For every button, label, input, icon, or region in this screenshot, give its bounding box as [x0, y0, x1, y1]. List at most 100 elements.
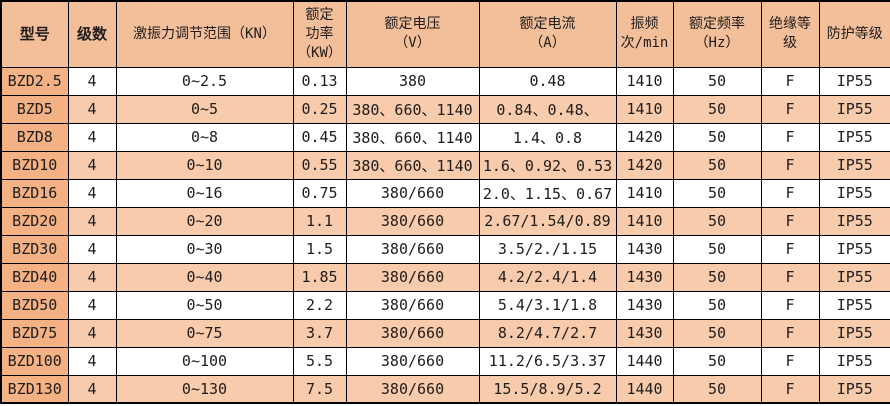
cell-rated-power: 5.5: [292, 346, 347, 376]
col-header-poles: 级数: [67, 0, 117, 68]
cell-rated-voltage: 380/660: [345, 178, 480, 208]
cell-protection-class: IP55: [818, 150, 890, 180]
cell-vibration-frequency: 1440: [615, 374, 674, 404]
cell-rated-power: 0.75: [292, 178, 347, 208]
table-row: BZD10 4 0~10 0.55 380、660、1140 1.6、0.92、0.53 1…: [0, 150, 890, 180]
cell-poles: 4: [67, 150, 117, 180]
cell-rated-voltage: 380/660: [345, 374, 480, 404]
cell-vibration-frequency: 1410: [615, 206, 674, 236]
table-row: BZD8 4 0~8 0.45 380、660、1140 1.4、0.8 1420 50 F IP…: [0, 122, 890, 152]
cell-rated-current: 3.5/2./1.15: [478, 234, 617, 264]
cell-rated-voltage: 380、660、1140: [345, 122, 480, 152]
cell-rated-power: 1.1: [292, 206, 347, 236]
cell-rated-frequency: 50: [672, 178, 762, 208]
cell-rated-power: 2.2: [292, 290, 347, 320]
table-row: BZD5 4 0~5 0.25 380、660、1140 0.84、0.48、 1410 50…: [0, 94, 890, 124]
cell-protection-class: IP55: [818, 178, 890, 208]
cell-poles: 4: [67, 122, 117, 152]
cell-model: BZD130: [0, 374, 69, 404]
table-row: BZD100 4 0~100 5.5 380/660 11.2/6.5/3.37 1440 5…: [0, 346, 890, 376]
cell-force-range: 0~5: [115, 94, 294, 124]
cell-force-range: 0~10: [115, 150, 294, 180]
cell-vibration-frequency: 1410: [615, 66, 674, 96]
table-row: BZD20 4 0~20 1.1 380/660 2.67/1.54/0.89 1410 50…: [0, 206, 890, 236]
cell-rated-current: 5.4/3.1/1.8: [478, 290, 617, 320]
cell-protection-class: IP55: [818, 262, 890, 292]
cell-poles: 4: [67, 262, 117, 292]
cell-poles: 4: [67, 318, 117, 348]
cell-rated-current: 1.4、0.8: [478, 122, 617, 152]
col-header-rated-voltage: 额定电压 （V）: [345, 0, 480, 68]
cell-force-range: 0~40: [115, 262, 294, 292]
cell-insulation-class: F: [760, 318, 820, 348]
col-header-rated-power: 额定 功率 （KW）: [292, 0, 347, 68]
cell-model: BZD100: [0, 346, 69, 376]
cell-rated-current: 2.67/1.54/0.89: [478, 206, 617, 236]
cell-rated-voltage: 380、660、1140: [345, 94, 480, 124]
cell-vibration-frequency: 1430: [615, 262, 674, 292]
col-header-model: 型号: [0, 0, 69, 68]
cell-protection-class: IP55: [818, 374, 890, 404]
cell-poles: 4: [67, 94, 117, 124]
cell-force-range: 0~100: [115, 346, 294, 376]
cell-vibration-frequency: 1410: [615, 178, 674, 208]
cell-rated-voltage: 380/660: [345, 346, 480, 376]
cell-force-range: 0~16: [115, 178, 294, 208]
cell-rated-frequency: 50: [672, 346, 762, 376]
cell-rated-current: 8.2/4.7/2.7: [478, 318, 617, 348]
cell-rated-voltage: 380: [345, 66, 480, 96]
cell-poles: 4: [67, 206, 117, 236]
table-row: BZD30 4 0~30 1.5 380/660 3.5/2./1.15 1430 50 F IP…: [0, 234, 890, 264]
cell-rated-frequency: 50: [672, 122, 762, 152]
cell-insulation-class: F: [760, 206, 820, 236]
cell-rated-frequency: 50: [672, 66, 762, 96]
cell-vibration-frequency: 1410: [615, 94, 674, 124]
cell-rated-current: 0.84、0.48、: [478, 94, 617, 124]
table-row: BZD130 4 0~130 7.5 380/660 15.5/8.9/5.2 1440 50…: [0, 374, 890, 404]
cell-rated-current: 4.2/2.4/1.4: [478, 262, 617, 292]
cell-protection-class: IP55: [818, 318, 890, 348]
cell-rated-frequency: 50: [672, 262, 762, 292]
col-header-rated-current: 额定电流 （A）: [478, 0, 617, 68]
cell-vibration-frequency: 1430: [615, 290, 674, 320]
cell-insulation-class: F: [760, 66, 820, 96]
cell-rated-current: 11.2/6.5/3.37: [478, 346, 617, 376]
cell-poles: 4: [67, 290, 117, 320]
cell-vibration-frequency: 1440: [615, 346, 674, 376]
cell-protection-class: IP55: [818, 206, 890, 236]
cell-rated-frequency: 50: [672, 206, 762, 236]
col-header-insulation-class: 绝缘等级: [760, 0, 820, 68]
cell-rated-voltage: 380/660: [345, 206, 480, 236]
cell-rated-frequency: 50: [672, 94, 762, 124]
cell-insulation-class: F: [760, 178, 820, 208]
cell-rated-voltage: 380/660: [345, 262, 480, 292]
cell-rated-voltage: 380/660: [345, 318, 480, 348]
cell-vibration-frequency: 1420: [615, 150, 674, 180]
cell-rated-power: 0.25: [292, 94, 347, 124]
cell-rated-current: 2.0、1.15、0.67: [478, 178, 617, 208]
cell-rated-voltage: 380/660: [345, 290, 480, 320]
cell-model: BZD10: [0, 150, 69, 180]
cell-insulation-class: F: [760, 346, 820, 376]
table-row: BZD40 4 0~40 1.85 380/660 4.2/2.4/1.4 1430 50 F I…: [0, 262, 890, 292]
cell-rated-frequency: 50: [672, 234, 762, 264]
cell-rated-current: 0.48: [478, 66, 617, 96]
cell-protection-class: IP55: [818, 234, 890, 264]
cell-force-range: 0~8: [115, 122, 294, 152]
cell-rated-current: 15.5/8.9/5.2: [478, 374, 617, 404]
cell-force-range: 0~75: [115, 318, 294, 348]
cell-force-range: 0~50: [115, 290, 294, 320]
cell-protection-class: IP55: [818, 290, 890, 320]
table-row: BZD16 4 0~16 0.75 380/660 2.0、1.15、0.67 1410 50…: [0, 178, 890, 208]
cell-insulation-class: F: [760, 290, 820, 320]
cell-vibration-frequency: 1430: [615, 234, 674, 264]
cell-poles: 4: [67, 178, 117, 208]
cell-force-range: 0~130: [115, 374, 294, 404]
cell-rated-power: 1.5: [292, 234, 347, 264]
cell-rated-frequency: 50: [672, 150, 762, 180]
cell-model: BZD20: [0, 206, 69, 236]
cell-protection-class: IP55: [818, 66, 890, 96]
table-header: 型号 级数 激振力调节范围（KN） 额定 功率 （KW） 额定电压 （V） 额定…: [0, 0, 890, 68]
cell-model: BZD8: [0, 122, 69, 152]
